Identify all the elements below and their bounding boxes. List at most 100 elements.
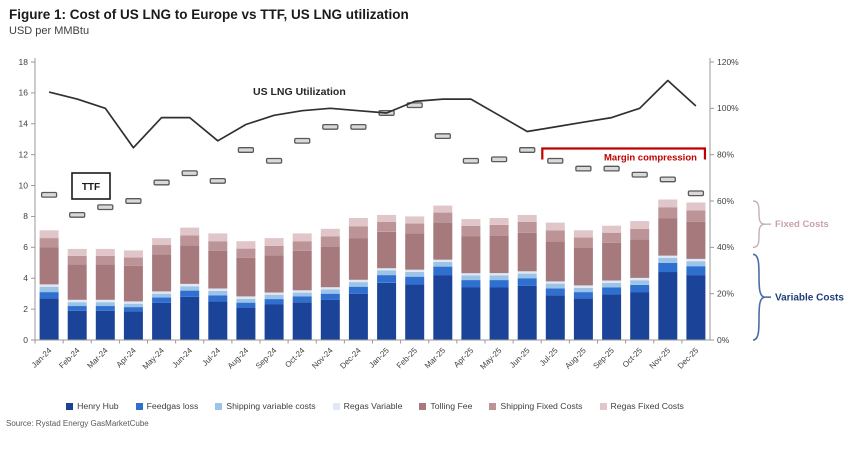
bar-segment-regas_fixed [67,248,87,256]
bar-segment-regas_variable [264,292,284,295]
legend-chip-icon [489,402,497,410]
bar-segment-shipping_fixed [405,223,425,234]
bar-segment-shipping_fixed [39,238,59,248]
x-axis-label: Feb-25 [395,346,420,371]
bar-segment-shipping_variable [180,286,200,291]
bar-segment-shipping_fixed [461,226,481,236]
ttf-marker [462,157,480,164]
bar-segment-regas_variable [630,277,650,281]
bar-segment-regas_variable [123,301,143,304]
legend-chip-icon [332,402,340,410]
bar-segment-shipping_fixed [517,221,537,233]
bar-segment-regas_fixed [320,228,340,237]
bar-Aug-24 [236,241,256,340]
ttf-label-border [71,172,111,200]
bar-segment-regas_variable [348,279,368,283]
legend-chip-icon [66,402,74,410]
bar-segment-regas_variable [236,296,256,299]
ttf-markers [40,102,705,218]
bar-Mar-24 [95,248,115,340]
bar-segment-shipping_fixed [123,257,143,266]
bar-segment-feedgas_loss [320,293,340,300]
bar-segment-henry_hub [320,299,340,340]
bar-segment-shipping_variable [602,282,622,288]
bar-segment-shipping_variable [433,262,453,267]
bar-Sep-24 [264,238,284,340]
bar-segment-henry_hub [461,287,481,340]
bar-segment-regas_fixed [573,230,593,238]
legend-label: Regas Fixed Costs [610,401,684,411]
utilization-line [48,79,697,149]
bar-segment-regas_fixed [123,250,143,258]
fixed-costs-label: Fixed Costs [775,219,829,230]
stacked-bars [39,199,706,340]
bar-segment-regas_fixed [658,199,678,208]
bar-segment-henry_hub [180,296,200,340]
ttf-marker [125,198,142,204]
bar-segment-tolling_fee [545,241,565,282]
bar-segment-regas_fixed [377,214,397,222]
legend-chip-icon [419,402,427,410]
x-axis-label: Feb-24 [57,346,82,371]
bar-segment-shipping_fixed [377,221,397,232]
bar-segment-henry_hub [517,285,537,340]
ttf-marker [322,123,339,130]
x-axis-label: May-25 [478,346,504,372]
bar-segment-regas_variable [67,299,87,303]
bar-segment-feedgas_loss [658,262,678,273]
left-axis-label: 18 [19,57,29,67]
bar-segment-shipping_fixed [152,245,172,255]
bar-segment-feedgas_loss [39,292,59,299]
bar-segment-henry_hub [152,302,172,340]
x-axis-label: Sep-24 [254,346,279,371]
ttf-marker [153,179,170,186]
bar-segment-shipping_variable [686,261,706,267]
legend-chip-icon [599,402,607,410]
bar-segment-regas_variable [292,290,312,293]
x-axis-label: Nov-25 [648,346,673,371]
bar-Dec-25 [686,202,706,340]
legend-label: Shipping Fixed Costs [500,401,583,411]
right-axis-label: 80% [717,149,734,159]
ttf-marker [294,137,311,144]
bar-segment-regas_fixed [95,248,115,256]
bar-segment-henry_hub [95,310,115,340]
bar-segment-regas_variable [180,283,200,287]
bar-segment-regas_fixed [180,227,200,236]
x-axis-label: Apr-25 [452,346,476,370]
x-axis-label: Sep-25 [591,346,616,371]
bar-Mar-25 [433,205,453,340]
bar-Sep-25 [602,225,622,340]
legend-chip-icon [135,402,143,410]
ttf-marker [265,157,283,164]
left-axis-label: 16 [19,88,29,98]
bar-Jun-24 [180,227,200,340]
bar-segment-regas_fixed [686,202,706,211]
legend-item: Regas Variable [332,401,402,411]
ttf-marker [519,147,536,153]
x-axis-label: Dec-25 [676,346,701,371]
bar-segment-shipping_fixed [602,232,622,243]
bar-segment-henry_hub [602,294,622,340]
left-axis-label: 12 [19,149,29,159]
bar-Feb-24 [67,248,87,340]
ttf-marker [575,165,592,172]
legend-item: Tolling Fee [419,401,472,411]
ttf-marker [181,170,198,177]
bar-segment-regas_variable [208,288,228,291]
x-axis-label: Jan-25 [367,346,391,370]
bar-segment-shipping_variable [489,275,509,280]
ttf-marker [490,156,508,163]
x-axis-label: Aug-25 [563,346,588,371]
bar-Dec-24 [348,218,368,340]
bar-Apr-24 [123,250,143,340]
left-axis-label: 8 [23,211,28,221]
bar-Apr-25 [461,219,481,340]
right-axis-label: 20% [717,288,734,298]
bar-segment-feedgas_loss [433,266,453,276]
ttf-marker [237,147,255,153]
bar-segment-shipping_fixed [67,255,87,265]
bar-Oct-25 [630,221,650,340]
bar-segment-regas_variable [320,287,340,290]
bar-segment-regas_fixed [348,218,368,227]
